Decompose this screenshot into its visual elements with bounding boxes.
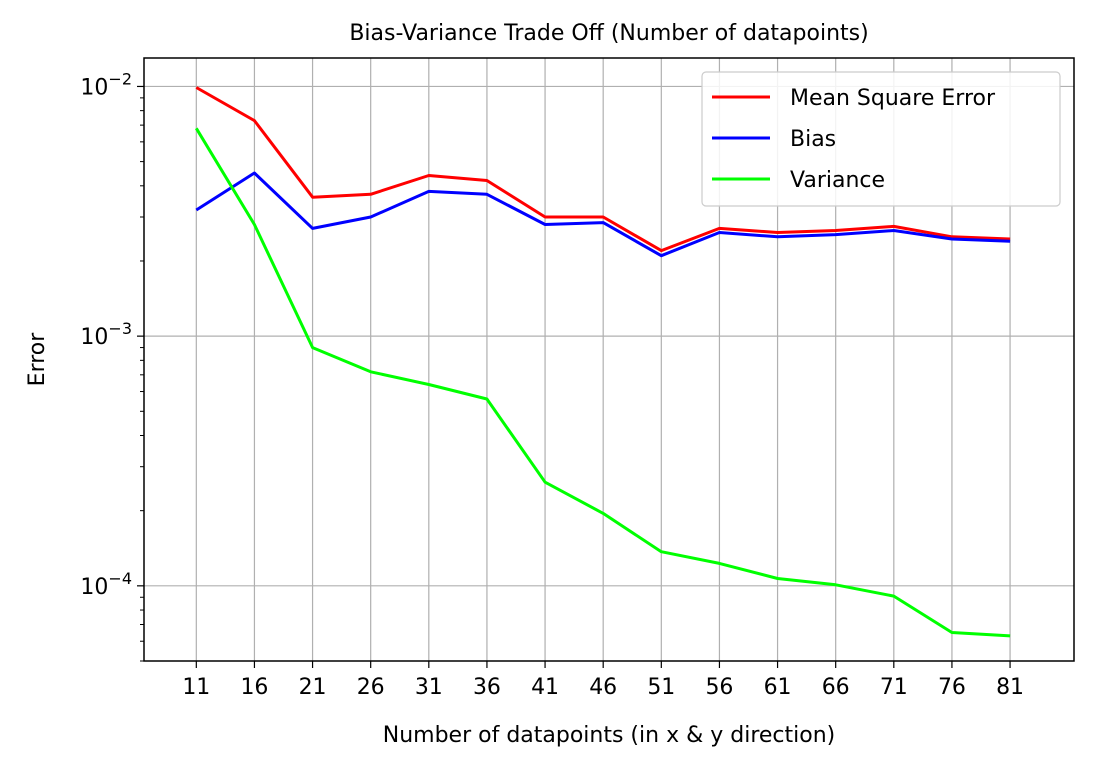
plot-frame — [143, 57, 1075, 662]
series-line-1 — [195, 171, 1011, 258]
legend-box — [701, 71, 1061, 207]
y-tick-label: 10−2 — [80, 69, 132, 100]
x-tick-label: 21 — [299, 675, 327, 700]
series-lines — [195, 86, 1011, 638]
y-tick-label: 10−4 — [80, 569, 132, 600]
legend-label: Bias — [790, 127, 836, 152]
x-tick-label: 26 — [357, 675, 385, 700]
legend: Mean Square Error Bias Variance — [701, 71, 1061, 207]
series-line-0 — [195, 86, 1011, 253]
series-line-2 — [195, 127, 1011, 638]
x-tick-label: 61 — [764, 675, 792, 700]
x-tick-label: 11 — [182, 675, 210, 700]
x-tick-label: 31 — [415, 675, 443, 700]
x-tick-label: 81 — [996, 675, 1024, 700]
chart-title: Bias-Variance Trade Off (Number of datap… — [349, 21, 868, 46]
y-tick-label: 10−3 — [80, 319, 132, 350]
legend-label: Mean Square Error — [790, 86, 996, 111]
x-axis-title: Number of datapoints (in x & y direction… — [383, 723, 835, 748]
x-tick-label: 41 — [531, 675, 559, 700]
x-tick-label: 46 — [589, 675, 617, 700]
x-tick-label: 71 — [880, 675, 908, 700]
axis-ticks: 11 16 21 26 31 36 41 46 51 56 61 66 71 76 81 10−2 10−3 10… — [80, 69, 1024, 700]
y-axis-title: Error — [25, 332, 50, 387]
legend-label: Variance — [790, 168, 885, 193]
x-tick-label: 51 — [647, 675, 675, 700]
x-tick-label: 56 — [705, 675, 733, 700]
x-tick-label: 76 — [938, 675, 966, 700]
x-tick-label: 16 — [240, 675, 268, 700]
x-tick-label: 66 — [822, 675, 850, 700]
x-tick-label: 36 — [473, 675, 501, 700]
